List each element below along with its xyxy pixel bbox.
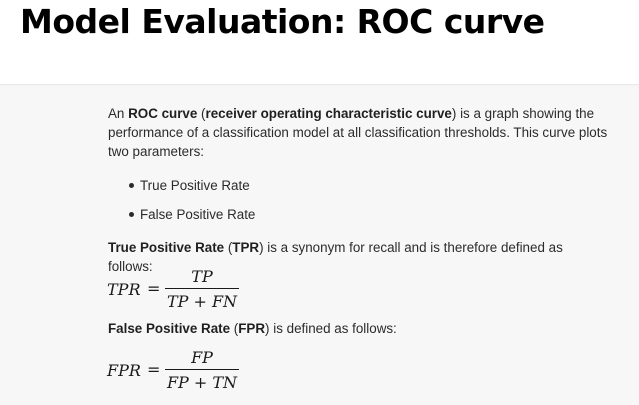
- fpr-formula-lhs: FPR: [107, 361, 141, 380]
- fpr-term: False Positive Rate: [108, 321, 231, 336]
- intro-open-paren: (: [197, 106, 206, 121]
- intro-lead: An: [108, 106, 129, 121]
- intro-rest: ) is a graph showing the performance of …: [108, 106, 608, 159]
- list-item-label: False Positive Rate: [140, 207, 256, 222]
- tpr-numerator: TP: [191, 267, 213, 286]
- fpr-open-paren: (: [230, 321, 239, 336]
- fpr-fraction-bar: [165, 369, 239, 370]
- intro-paragraph: An ROC curve (receiver operating charact…: [108, 104, 608, 161]
- fpr-abbr: FPR: [238, 321, 266, 336]
- list-item-label: True Positive Rate: [140, 178, 250, 193]
- tpr-denominator: TP + FN: [166, 292, 238, 311]
- tpr-term: True Positive Rate: [108, 240, 225, 255]
- page-header: Model Evaluation: ROC curve: [0, 0, 639, 88]
- roc-term: ROC curve: [128, 106, 198, 121]
- tpr-formula-lhs: TPR: [107, 280, 141, 299]
- list-item: False Positive Rate: [108, 205, 255, 234]
- tpr-definition: True Positive Rate (TPR) is a synonym fo…: [108, 238, 608, 276]
- tpr-fraction: TP TP + FN: [165, 267, 239, 311]
- header-divider: [0, 84, 639, 91]
- tpr-definition-rest: ) is a synonym for recall and is therefo…: [108, 240, 563, 274]
- tpr-fraction-bar: [165, 288, 239, 289]
- article-content: An ROC curve (receiver operating charact…: [0, 90, 639, 405]
- fpr-formula-equals: =: [147, 360, 161, 379]
- bullet-dot-icon: [129, 183, 134, 188]
- tpr-formula-equals: =: [147, 279, 161, 298]
- fpr-definition: False Positive Rate (FPR) is defined as …: [108, 319, 608, 338]
- tpr-abbr: TPR: [232, 240, 260, 255]
- roc-full-term: receiver operating characteristic curve: [205, 106, 452, 121]
- bullet-dot-icon: [129, 212, 134, 217]
- tpr-open-paren: (: [224, 240, 233, 255]
- fpr-fraction: FP FP + TN: [165, 348, 239, 392]
- list-item: True Positive Rate: [108, 176, 255, 205]
- fpr-numerator: FP: [191, 348, 213, 367]
- fpr-denominator: FP + TN: [166, 373, 238, 392]
- page-title: Model Evaluation: ROC curve: [20, 2, 545, 41]
- parameter-list: True Positive Rate False Positive Rate: [108, 176, 255, 234]
- fpr-definition-rest: ) is defined as follows:: [265, 321, 397, 336]
